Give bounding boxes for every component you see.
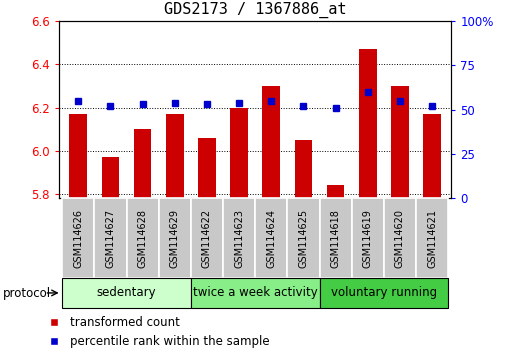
Bar bbox=[102, 157, 120, 198]
Bar bbox=[320, 198, 352, 278]
Text: sedentary: sedentary bbox=[97, 286, 156, 299]
Bar bbox=[166, 114, 184, 198]
Text: GSM114621: GSM114621 bbox=[427, 209, 437, 268]
Bar bbox=[255, 198, 287, 278]
Bar bbox=[294, 140, 312, 198]
Bar bbox=[352, 198, 384, 278]
Text: GSM114626: GSM114626 bbox=[73, 209, 83, 268]
Bar bbox=[198, 138, 216, 198]
Text: GSM114624: GSM114624 bbox=[266, 209, 277, 268]
Bar bbox=[134, 129, 151, 198]
Bar bbox=[423, 114, 441, 198]
Bar bbox=[94, 198, 127, 278]
Title: GDS2173 / 1367886_at: GDS2173 / 1367886_at bbox=[164, 2, 346, 18]
Bar bbox=[223, 198, 255, 278]
Bar bbox=[320, 278, 448, 308]
Text: GSM114622: GSM114622 bbox=[202, 209, 212, 268]
Text: GSM114628: GSM114628 bbox=[137, 209, 148, 268]
Bar bbox=[191, 198, 223, 278]
Text: GSM114629: GSM114629 bbox=[170, 209, 180, 268]
Bar bbox=[127, 198, 159, 278]
Bar bbox=[287, 198, 320, 278]
Text: twice a week activity: twice a week activity bbox=[193, 286, 318, 299]
Bar bbox=[327, 185, 345, 198]
Bar bbox=[62, 278, 191, 308]
Bar bbox=[159, 198, 191, 278]
Text: GSM114618: GSM114618 bbox=[331, 209, 341, 268]
Text: GSM114623: GSM114623 bbox=[234, 209, 244, 268]
Legend: transformed count, percentile rank within the sample: transformed count, percentile rank withi… bbox=[42, 316, 270, 348]
Bar bbox=[230, 108, 248, 198]
Bar bbox=[359, 49, 377, 198]
Bar bbox=[191, 278, 320, 308]
Text: GSM114627: GSM114627 bbox=[106, 209, 115, 268]
Text: voluntary running: voluntary running bbox=[331, 286, 437, 299]
Bar bbox=[391, 86, 409, 198]
Bar bbox=[69, 114, 87, 198]
Bar bbox=[62, 198, 94, 278]
Text: GSM114625: GSM114625 bbox=[299, 209, 308, 268]
Text: GSM114620: GSM114620 bbox=[395, 209, 405, 268]
Text: GSM114619: GSM114619 bbox=[363, 209, 373, 268]
Bar bbox=[416, 198, 448, 278]
Text: protocol: protocol bbox=[3, 287, 51, 299]
Bar bbox=[263, 86, 280, 198]
Bar bbox=[384, 198, 416, 278]
